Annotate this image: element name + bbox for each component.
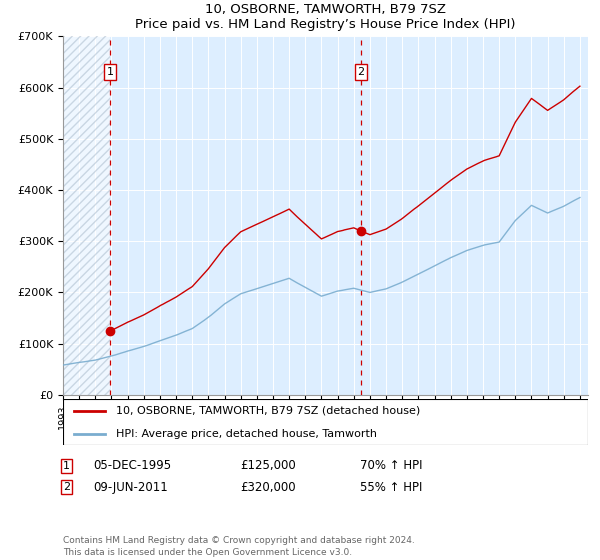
Text: 2: 2 bbox=[63, 482, 70, 492]
Text: 09-JUN-2011: 09-JUN-2011 bbox=[93, 480, 168, 494]
Text: 1: 1 bbox=[107, 67, 113, 77]
Text: 1: 1 bbox=[63, 461, 70, 471]
Text: HPI: Average price, detached house, Tamworth: HPI: Average price, detached house, Tamw… bbox=[115, 429, 377, 438]
Title: 10, OSBORNE, TAMWORTH, B79 7SZ
Price paid vs. HM Land Registry’s House Price Ind: 10, OSBORNE, TAMWORTH, B79 7SZ Price pai… bbox=[135, 3, 516, 31]
Text: 05-DEC-1995: 05-DEC-1995 bbox=[93, 459, 171, 473]
Text: Contains HM Land Registry data © Crown copyright and database right 2024.
This d: Contains HM Land Registry data © Crown c… bbox=[63, 536, 415, 557]
FancyBboxPatch shape bbox=[63, 399, 588, 445]
Text: £125,000: £125,000 bbox=[240, 459, 296, 473]
Text: 2: 2 bbox=[358, 67, 364, 77]
Text: 70% ↑ HPI: 70% ↑ HPI bbox=[360, 459, 422, 473]
Text: 10, OSBORNE, TAMWORTH, B79 7SZ (detached house): 10, OSBORNE, TAMWORTH, B79 7SZ (detached… bbox=[115, 406, 420, 416]
Text: 55% ↑ HPI: 55% ↑ HPI bbox=[360, 480, 422, 494]
Bar bbox=[63, 36, 110, 395]
Text: £320,000: £320,000 bbox=[240, 480, 296, 494]
